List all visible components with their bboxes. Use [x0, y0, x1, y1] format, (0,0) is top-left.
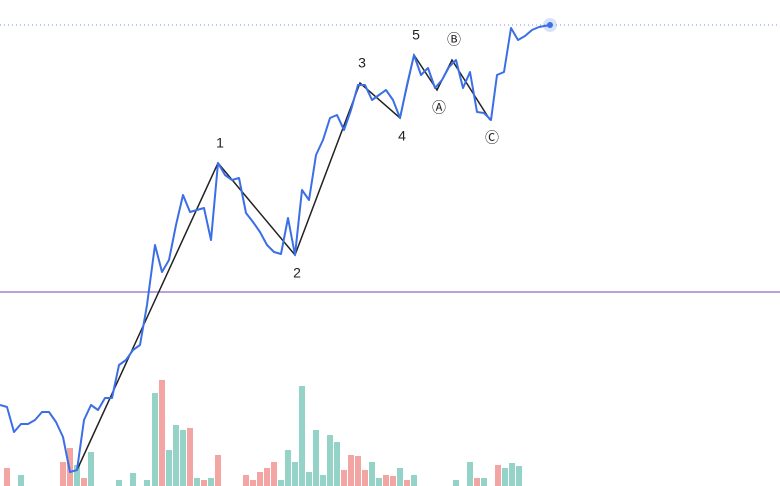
volume-bar	[285, 450, 291, 486]
volume-bar	[152, 393, 158, 486]
volume-bar	[208, 478, 214, 486]
volume-bar	[166, 450, 172, 486]
wave-label: Ⓒ	[485, 130, 499, 146]
volume-bar	[502, 468, 508, 486]
volume-bar	[467, 462, 473, 486]
volume-bar	[278, 480, 284, 486]
volume-bar	[60, 462, 66, 486]
volume-bar	[376, 478, 382, 486]
volume-bar	[144, 480, 150, 486]
volume-bar	[348, 455, 354, 486]
volume-bar	[481, 478, 487, 486]
volume-bar	[474, 478, 480, 486]
wave-line	[76, 53, 491, 471]
wave-label: 5	[412, 27, 420, 43]
volume-bar	[257, 472, 263, 486]
volume-bar	[383, 475, 389, 486]
volume-bar	[299, 386, 305, 486]
wave-label: 1	[216, 135, 224, 151]
volume-bar	[411, 475, 417, 486]
volume-bar	[74, 465, 80, 486]
volume-bar	[271, 462, 277, 486]
wave-label: 3	[358, 55, 366, 71]
wave-label: 2	[293, 265, 301, 281]
volume-bar	[4, 468, 10, 486]
volume-bar	[369, 462, 375, 486]
wave-label: Ⓑ	[447, 32, 461, 48]
volume-bar	[130, 473, 136, 486]
volume-bar	[320, 475, 326, 486]
volume-bar	[334, 442, 340, 486]
volume-bar	[313, 430, 319, 486]
volume-bar	[215, 455, 221, 486]
volume-bar	[355, 456, 361, 486]
volume-bar	[243, 475, 249, 486]
volume-bar	[81, 478, 87, 486]
volume-bar	[194, 478, 200, 486]
volume-bar	[404, 480, 410, 486]
volume-bar	[173, 425, 179, 486]
volume-bar	[292, 462, 298, 486]
volume-bar	[201, 480, 207, 486]
volume-bar	[516, 466, 522, 486]
wave-label: Ⓐ	[432, 100, 446, 116]
volume-bar	[159, 380, 165, 486]
volume-bar	[18, 475, 24, 486]
price-line	[0, 24, 551, 473]
volume-bar	[397, 468, 403, 486]
volume-bar	[116, 480, 122, 486]
volume-bar	[495, 465, 501, 486]
volume-bar	[88, 452, 94, 486]
volume-bar	[180, 430, 186, 486]
volume-bar	[362, 470, 368, 486]
volume-bar	[187, 428, 193, 486]
volume-bar	[250, 480, 256, 486]
volume-bar	[509, 463, 515, 486]
volume-bar	[341, 470, 347, 486]
volume-bar	[264, 468, 270, 486]
volume-bar	[453, 480, 459, 486]
volume-bar	[327, 435, 333, 486]
last-price-dot	[547, 22, 553, 28]
volume-bar	[306, 472, 312, 486]
wave-label: 4	[398, 128, 406, 144]
volume-bar	[390, 476, 396, 486]
